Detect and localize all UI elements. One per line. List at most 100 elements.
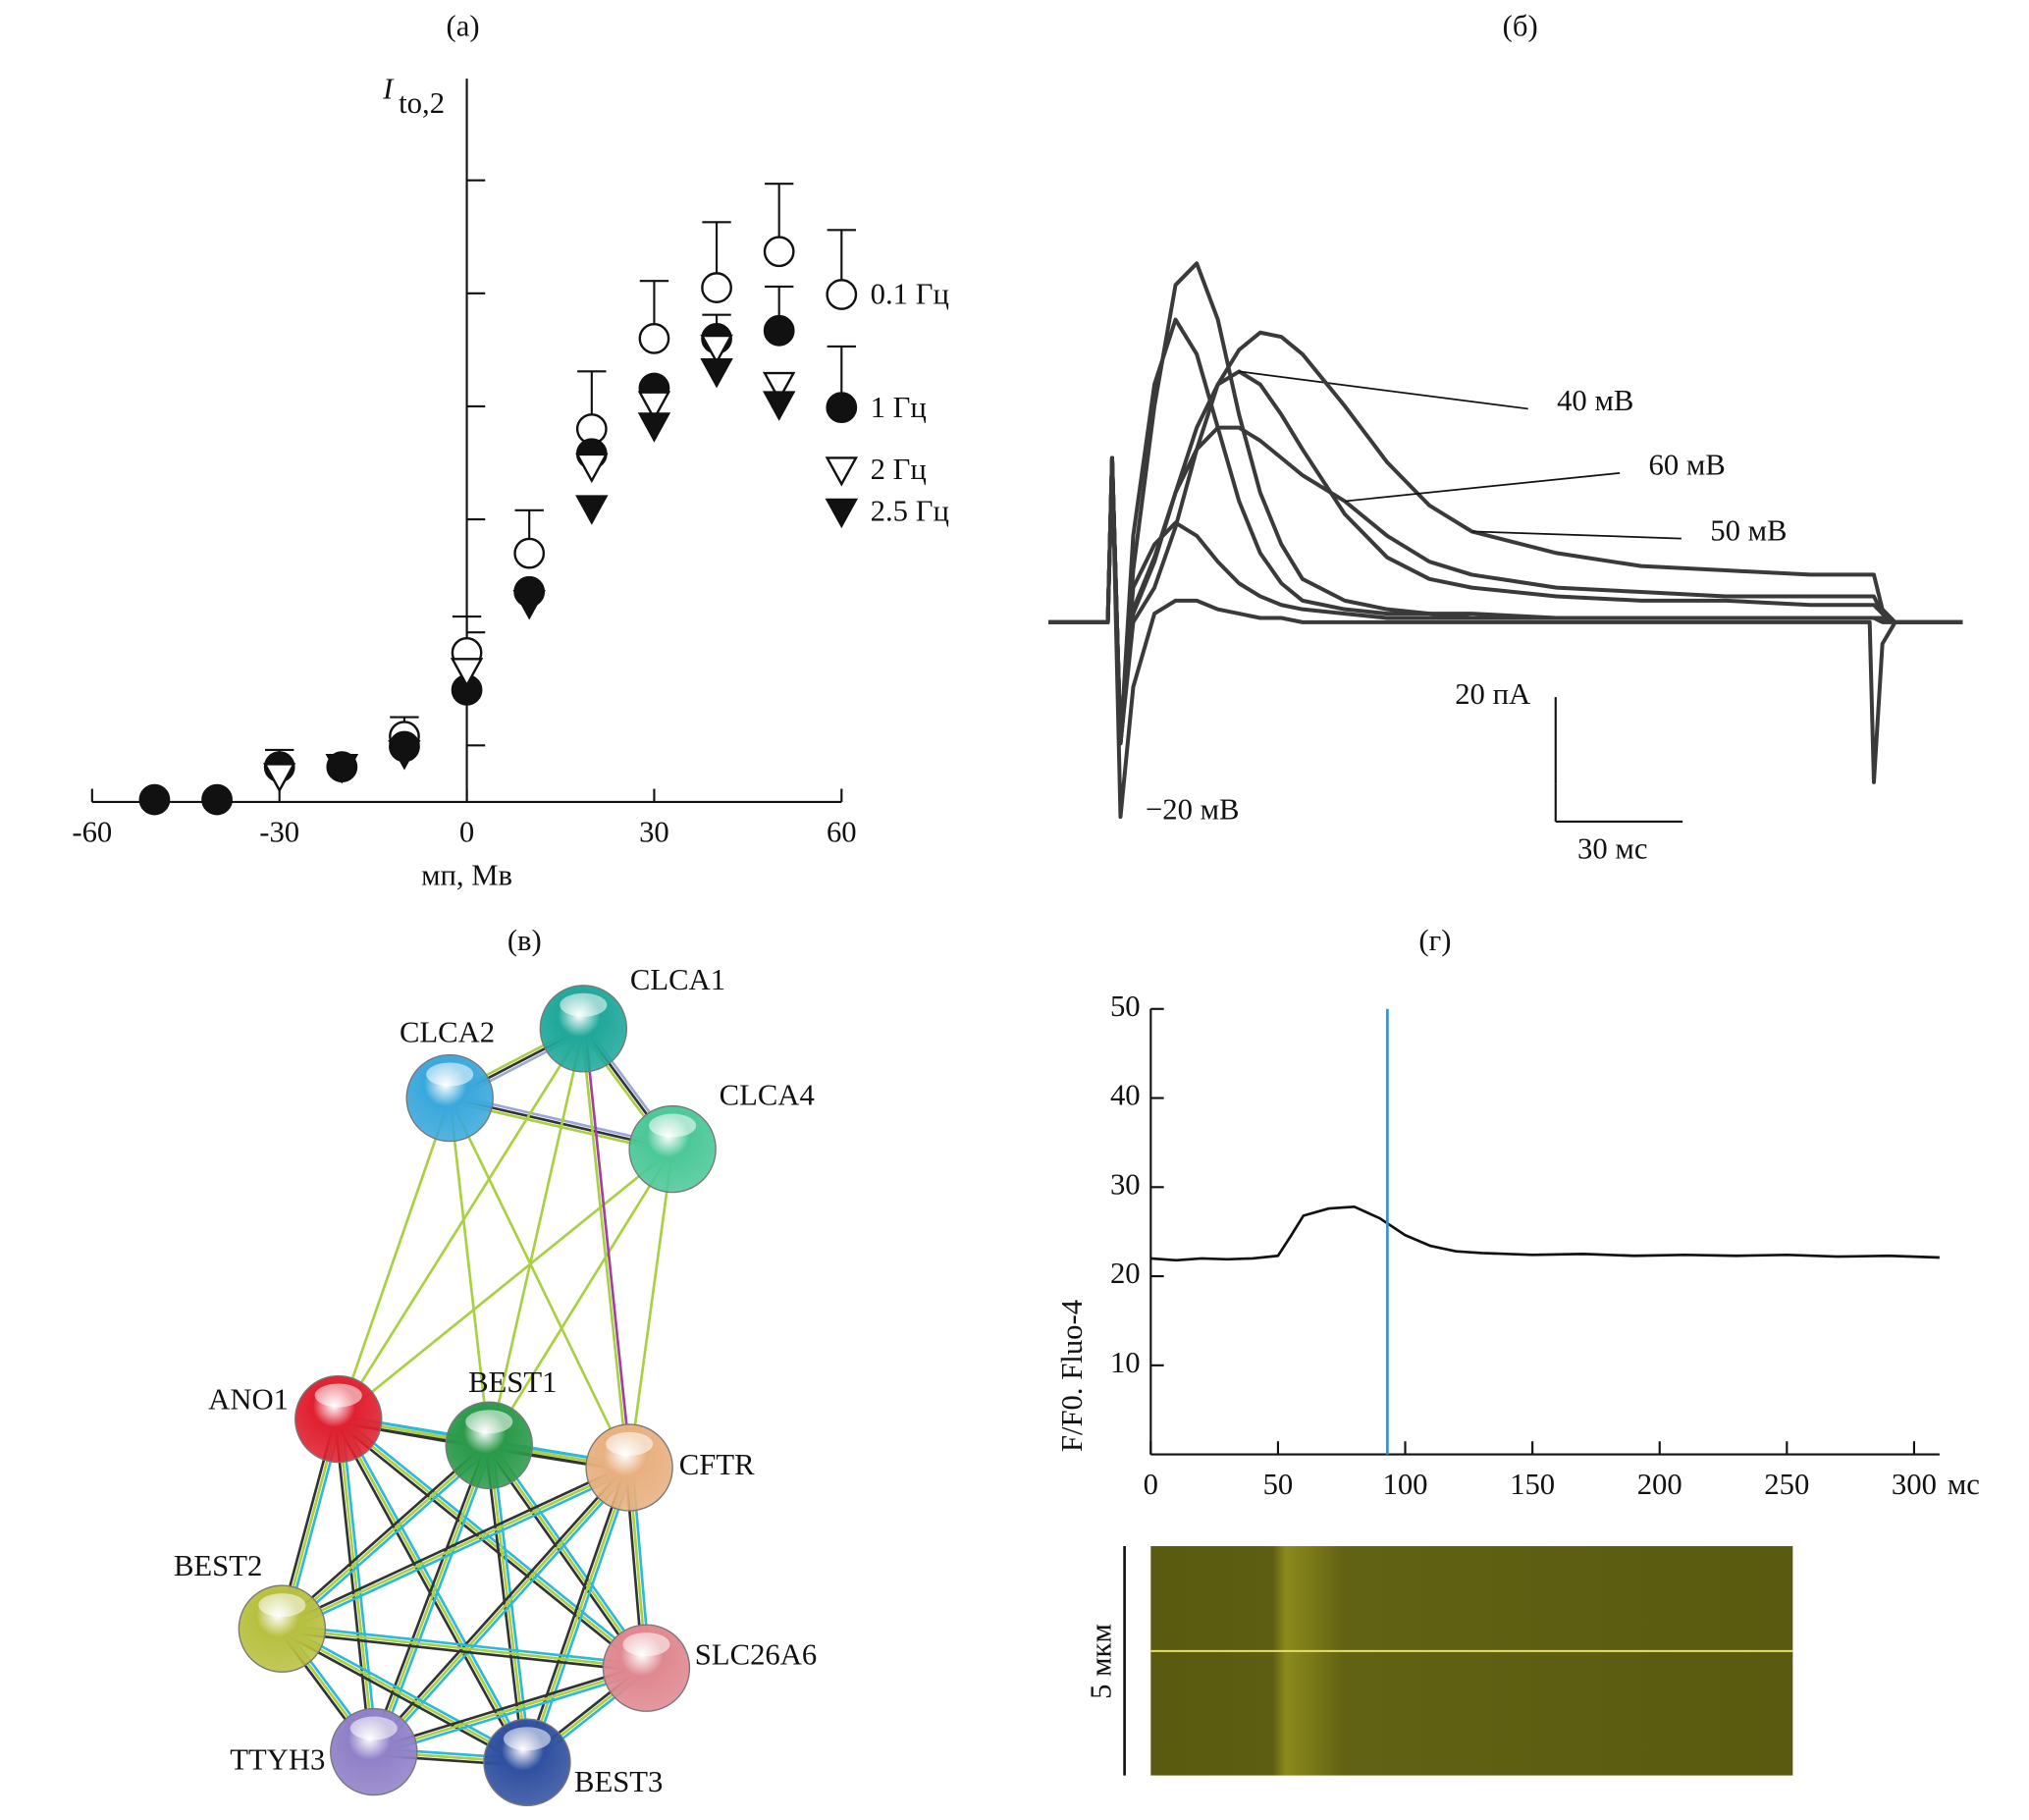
marker (325, 753, 359, 784)
edge (283, 1469, 632, 1633)
panel-title: (б) (1503, 9, 1538, 42)
panel-title: (а) (447, 9, 480, 42)
marker (575, 453, 609, 484)
edge (340, 1415, 650, 1667)
edge (337, 1418, 648, 1670)
edge (283, 1446, 493, 1633)
node-highlight (649, 1113, 697, 1138)
x-tick-label: 100 (1383, 1468, 1428, 1501)
node-label: TTYH3 (230, 1742, 325, 1776)
trace-label: −20 мВ (1146, 793, 1240, 827)
node-highlight (503, 1727, 551, 1751)
marker (825, 498, 859, 529)
edge (580, 1028, 629, 1469)
edge (337, 1148, 673, 1420)
trace (1150, 1204, 1940, 1262)
edge (522, 1466, 628, 1762)
marker (700, 358, 733, 389)
node-label: SLC26A6 (695, 1638, 817, 1672)
marker (763, 236, 795, 268)
x-tick-label: 0 (459, 815, 474, 848)
y-tick-label: 40 (1110, 1079, 1141, 1112)
marker (700, 334, 733, 365)
scale-bar-x-label: 30 мс (1577, 832, 1647, 866)
x-tick-label: 60 (827, 815, 857, 848)
linescan-label: 5 мкм (1084, 1624, 1117, 1699)
marker (637, 391, 671, 421)
node-highlight (349, 1716, 398, 1740)
marker (575, 495, 609, 525)
marker (262, 763, 296, 793)
marker (513, 537, 546, 569)
y-tick-label: 20 (1110, 1257, 1141, 1290)
edge (337, 1028, 585, 1420)
edge (337, 1419, 376, 1752)
marker (826, 279, 858, 310)
edge (627, 1149, 674, 1469)
edge (528, 1468, 634, 1764)
edge (283, 1624, 530, 1761)
marker (763, 314, 795, 347)
edge (281, 1466, 630, 1631)
edge (335, 1420, 646, 1672)
marker (826, 392, 858, 423)
edge (525, 1467, 631, 1763)
edge (488, 1148, 674, 1446)
marker (637, 412, 671, 443)
scale-bar-y-label: 20 пА (1455, 677, 1530, 711)
x-tick-label: 200 (1637, 1468, 1682, 1501)
legend-label: 1 Гц (871, 391, 927, 424)
marker (762, 391, 796, 421)
linescan-image (1150, 1546, 1793, 1776)
node-label: CLCA2 (400, 1016, 495, 1049)
panel-title: (в) (507, 924, 542, 957)
marker (201, 783, 233, 816)
trace (1048, 455, 1963, 746)
trace (1048, 455, 1963, 820)
edge (372, 1444, 491, 1753)
legend-label: 2 Гц (871, 453, 927, 486)
marker (762, 371, 796, 402)
x-tick-label: 50 (1263, 1468, 1294, 1501)
legend-label: 0.1 Гц (871, 278, 949, 311)
marker (388, 740, 421, 771)
edge (374, 1670, 648, 1757)
node-label: CFTR (679, 1448, 755, 1481)
edge (280, 1630, 526, 1767)
marker (701, 272, 732, 303)
edge (282, 1624, 647, 1667)
node-label: BEST2 (174, 1549, 262, 1582)
trace-label: 60 мВ (1649, 449, 1726, 482)
y-axis-label: F/F0. Fluo-4 (1055, 1300, 1089, 1452)
node-highlight (560, 992, 608, 1017)
x-tick-label: -60 (72, 815, 112, 848)
edge (372, 1663, 646, 1750)
trace (1048, 330, 1963, 746)
edge (281, 1444, 491, 1631)
legend-label: 2.5 Гц (871, 495, 949, 528)
edge (375, 1446, 494, 1754)
node-highlight (314, 1383, 362, 1408)
trace-label: 50 мВ (1710, 513, 1787, 547)
edge (485, 1446, 645, 1671)
edge (487, 1028, 585, 1446)
marker (825, 456, 859, 487)
edge (370, 1464, 628, 1751)
x-tick-label: 30 (639, 815, 669, 848)
edge (373, 1666, 647, 1753)
node-label: CLCA4 (720, 1079, 815, 1112)
marker (138, 783, 171, 816)
node-label: BEST3 (574, 1765, 663, 1798)
edge (369, 1443, 488, 1751)
marker (638, 322, 670, 354)
x-tick-label: 150 (1510, 1468, 1555, 1501)
edge (491, 1442, 651, 1667)
x-tick-label: 250 (1764, 1468, 1809, 1501)
y-axis-label: I (382, 72, 395, 105)
x-tick-label: 300 (1892, 1468, 1937, 1501)
edge (583, 1028, 633, 1468)
node-label: CLCA1 (630, 963, 725, 996)
edge (448, 1097, 491, 1446)
panel-title: (г) (1418, 924, 1451, 957)
